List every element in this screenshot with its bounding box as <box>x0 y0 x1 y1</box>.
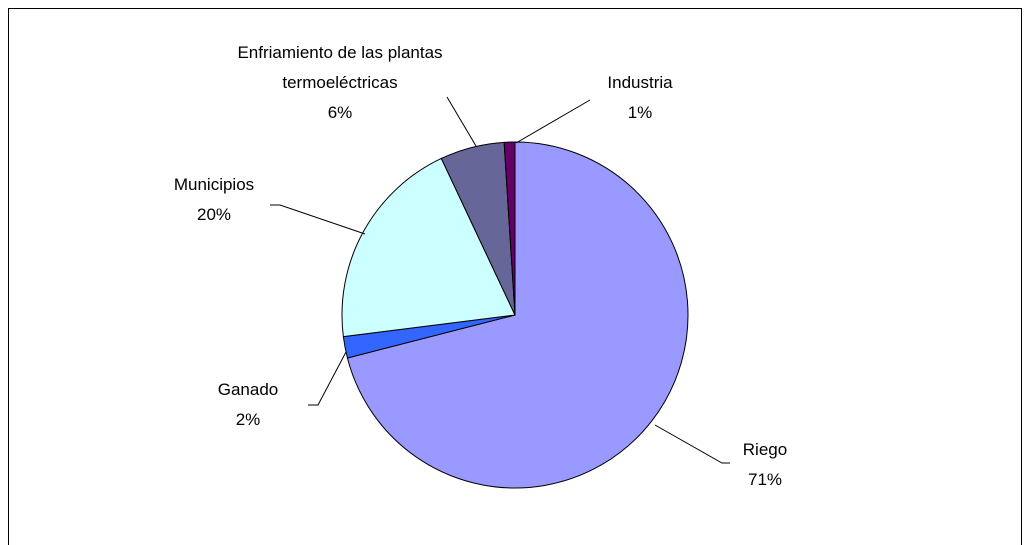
leader-line <box>270 204 366 235</box>
category-label: Enfriamiento de las plantas termoeléctri… <box>237 43 443 92</box>
value-label: 6% <box>327 103 353 122</box>
value-label: 1% <box>627 103 653 122</box>
data-label: Industria 1% <box>515 68 765 128</box>
leader-line <box>446 96 477 147</box>
pie-slice <box>346 141 689 489</box>
pie-slice <box>503 141 516 316</box>
value-label: 71% <box>747 470 783 489</box>
value-label: 20% <box>196 205 232 224</box>
category-label: Riego <box>742 440 788 459</box>
leader-line <box>654 424 730 464</box>
data-label: Riego 71% <box>640 435 890 495</box>
category-label: Industria <box>607 73 673 92</box>
leader-line <box>515 99 591 144</box>
pie-slice <box>341 157 516 338</box>
category-label: Ganado <box>217 380 279 399</box>
value-label: 2% <box>235 410 261 429</box>
data-label: Municipios 20% <box>89 170 339 230</box>
data-label: Ganado 2% <box>123 375 373 435</box>
data-label: Enfriamiento de las plantas termoeléctri… <box>215 38 465 128</box>
leader-line <box>308 351 347 406</box>
category-label: Municipios <box>173 175 255 194</box>
